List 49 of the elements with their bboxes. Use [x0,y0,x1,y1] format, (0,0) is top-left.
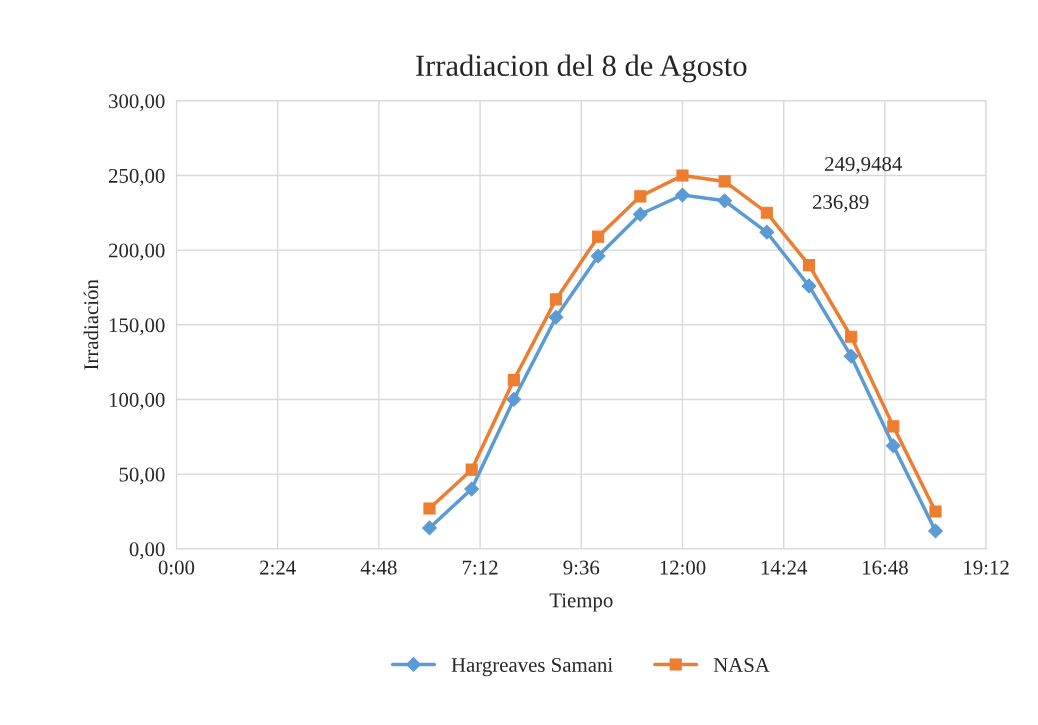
point [885,438,901,454]
point [422,520,437,536]
chart-title: Irradiacion del 8 de Agosto [416,54,747,83]
point [759,224,775,240]
point [548,309,564,325]
point [507,373,520,387]
point [464,481,480,497]
x-tick-label: 12:00 [660,560,706,575]
point [928,523,943,539]
point [760,206,773,219]
point [590,248,606,264]
point [634,190,647,203]
x-tick-label: 2:24 [260,560,296,575]
annotation: 249,9484 [825,156,902,174]
point [549,293,563,306]
y-tick-label: 250,00 [108,168,165,186]
y-tick-label: 300,00 [109,94,165,112]
point [802,258,816,272]
point [887,420,900,433]
point [676,169,689,182]
point [718,175,731,188]
point [717,193,733,209]
x-axis-title: Tiempo [549,593,613,612]
legend-label: NASA [713,657,770,672]
annotation: 236,89 [812,194,869,213]
point [845,330,858,343]
point [506,392,522,407]
legend-label: Hargreaves Samani [451,657,613,677]
x-tick-label: 0:00 [158,560,195,575]
y-tick-label: 200,00 [108,243,165,261]
y-tick-label: 100,00 [109,392,165,410]
point [423,502,436,515]
y-tick-label: 0,00 [129,542,165,560]
x-tick-label: 9:36 [563,560,600,575]
x-tick-label: 4:48 [360,560,397,575]
point [632,206,648,222]
point [592,230,605,243]
point [929,505,942,518]
x-tick-label: 7:12 [462,560,498,575]
x-tick-label: 19:12 [964,560,1009,575]
x-tick-label: 16:48 [863,560,908,575]
y-tick-label: 50,00 [119,467,165,485]
point [843,348,859,364]
y-axis-title: Irradiación [83,279,99,370]
x-tick-label: 14:24 [761,560,808,575]
point [801,278,817,294]
point [675,187,690,203]
y-tick-label: 150,00 [109,318,165,336]
point [465,463,478,476]
